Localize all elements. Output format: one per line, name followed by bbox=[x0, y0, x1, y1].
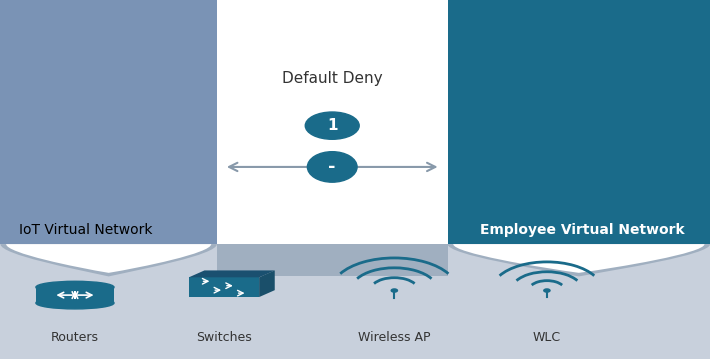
Ellipse shape bbox=[36, 281, 114, 293]
FancyBboxPatch shape bbox=[36, 287, 114, 303]
PathPatch shape bbox=[448, 244, 710, 276]
Circle shape bbox=[544, 289, 550, 292]
FancyBboxPatch shape bbox=[1, 0, 217, 244]
Circle shape bbox=[305, 112, 359, 139]
PathPatch shape bbox=[1, 244, 217, 276]
FancyBboxPatch shape bbox=[448, 0, 710, 244]
Text: Wireless AP: Wireless AP bbox=[358, 331, 431, 344]
Text: Employee Virtual Network: Employee Virtual Network bbox=[480, 223, 684, 237]
Circle shape bbox=[391, 289, 397, 292]
Text: -: - bbox=[329, 158, 336, 176]
Ellipse shape bbox=[307, 151, 357, 182]
FancyBboxPatch shape bbox=[1, 244, 710, 359]
FancyBboxPatch shape bbox=[217, 0, 448, 244]
Ellipse shape bbox=[36, 297, 114, 309]
Text: IoT Virtual Network: IoT Virtual Network bbox=[19, 223, 153, 237]
PathPatch shape bbox=[6, 244, 211, 273]
PathPatch shape bbox=[189, 270, 275, 277]
Text: Switches: Switches bbox=[196, 331, 252, 344]
FancyBboxPatch shape bbox=[217, 244, 448, 276]
Text: Routers: Routers bbox=[51, 331, 99, 344]
Text: Default Deny: Default Deny bbox=[282, 71, 383, 87]
PathPatch shape bbox=[259, 270, 275, 297]
FancyBboxPatch shape bbox=[189, 277, 259, 297]
PathPatch shape bbox=[453, 244, 704, 273]
Text: 1: 1 bbox=[327, 118, 337, 133]
Text: WLC: WLC bbox=[533, 331, 561, 344]
